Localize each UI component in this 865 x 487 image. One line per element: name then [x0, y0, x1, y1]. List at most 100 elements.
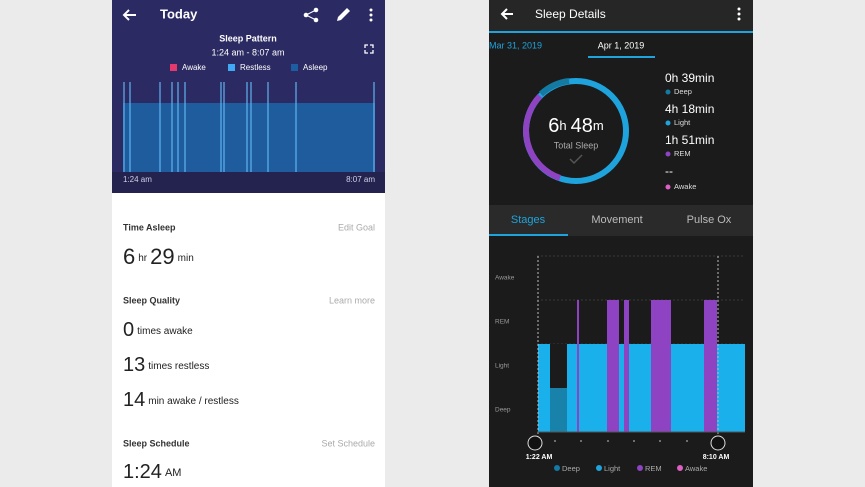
start-time: 1:22 AM [526, 454, 553, 461]
time: 1:24 [123, 461, 162, 483]
stat-dot [665, 151, 671, 157]
stat-label: Awake [674, 182, 696, 191]
date-underline [588, 56, 655, 58]
hours: 6 [123, 244, 135, 269]
stat-dot [665, 184, 671, 190]
stats: 0h 39min Deep 4h 18min Light 1h 51min REM--Aw… [665, 71, 714, 191]
stat-label: REM [674, 149, 691, 158]
unit: hr [138, 253, 148, 264]
check-icon [569, 154, 583, 165]
legend-label: REM [645, 464, 662, 473]
learn-more[interactable]: Learn more [329, 295, 375, 305]
time-asleep: 6 hr 29 min [123, 244, 194, 269]
description: times restless [148, 361, 209, 372]
tab[interactable]: Stages [511, 214, 546, 226]
quality-row: 14 min awake / restless [123, 389, 239, 411]
legend-label: Awake [182, 63, 206, 72]
level-labels: Awake REM Light Deep [495, 275, 515, 414]
stat-value: -- [665, 164, 673, 178]
count: 13 [123, 354, 145, 376]
set-schedule[interactable]: Set Schedule [321, 438, 375, 448]
level-label: Awake [495, 275, 515, 282]
stat-label: Deep [674, 87, 692, 96]
legend-dot [677, 465, 683, 471]
edit-goal[interactable]: Edit Goal [338, 222, 375, 232]
end-time: 8:07 am [346, 175, 375, 184]
legend-swatch [228, 64, 235, 71]
legend-dot [554, 465, 560, 471]
stat-value: 0h 39min [665, 71, 714, 85]
level-label: Deep [495, 407, 511, 414]
tab[interactable]: Pulse Ox [687, 214, 732, 226]
tabs-bar [489, 205, 753, 236]
alarm-icon [710, 435, 726, 451]
stat-dot [665, 120, 671, 126]
level-label: Light [495, 363, 509, 370]
legend-swatch [291, 64, 298, 71]
total-label: Total Sleep [554, 140, 599, 150]
stat-label: Light [674, 118, 691, 127]
stat-dot [665, 89, 671, 95]
start-time: 1:24 am [123, 175, 152, 184]
stage-blocks [538, 300, 745, 432]
axis-strip [112, 172, 385, 193]
back-icon[interactable] [122, 9, 136, 21]
legend-label: Deep [562, 464, 580, 473]
legend-label: Restless [240, 63, 271, 72]
back-icon[interactable] [500, 8, 513, 20]
quality-row: 13 times restless [123, 354, 209, 376]
title: Today [160, 6, 198, 21]
date-tab[interactable]: Mar 31, 2019 [489, 40, 542, 50]
legend-label: Asleep [303, 63, 328, 72]
legend-swatch [170, 64, 177, 71]
unit: h [559, 118, 566, 133]
level-label: REM [495, 319, 509, 326]
asleep-block [123, 103, 375, 172]
edit-icon[interactable] [337, 8, 350, 21]
quality-rows: 0 times awake 13 times restless 14 min awake … [123, 319, 239, 411]
schedule-time: 1:24 AM [123, 461, 181, 483]
ring-deep [538, 78, 570, 97]
tab[interactable]: Movement [591, 214, 642, 226]
ampm: AM [165, 467, 182, 479]
date-tab[interactable]: Apr 1, 2019 [598, 40, 645, 50]
time-range: 1:24 am - 8:07 am [211, 47, 284, 57]
section-title: Sleep Quality [123, 295, 180, 305]
description: times awake [137, 326, 193, 337]
count: 0 [123, 319, 134, 341]
more-icon[interactable] [737, 7, 741, 21]
sleep-icon [527, 435, 543, 451]
legend-label: Awake [685, 464, 707, 473]
axis-dots [554, 440, 688, 442]
total-sleep: 6h 48m [548, 115, 603, 137]
chart-title: Sleep Pattern [219, 33, 277, 43]
legend-dot [637, 465, 643, 471]
share-icon[interactable] [303, 7, 319, 23]
legend-dot [596, 465, 602, 471]
hours: 6 [548, 115, 559, 137]
minutes: 48 [571, 115, 593, 137]
tab-underline [489, 234, 568, 236]
restless-lines [123, 82, 375, 172]
unit: min [178, 253, 194, 264]
section-title: Time Asleep [123, 222, 176, 232]
description: min awake / restless [148, 396, 239, 407]
end-time: 8:10 AM [703, 454, 730, 461]
stat-value: 1h 51min [665, 133, 714, 147]
garmin-topbar [489, 0, 753, 31]
tabs: Stages Movement Pulse Ox [511, 214, 732, 226]
legend-label: Light [604, 464, 621, 473]
divider [489, 31, 753, 33]
section-title: Sleep Schedule [123, 438, 190, 448]
ring-rem [523, 93, 562, 181]
legend: Deep Light REM Awake [554, 464, 707, 473]
unit: m [593, 118, 604, 133]
minutes: 29 [150, 244, 174, 269]
expand-icon[interactable] [364, 44, 374, 54]
stat-value: 4h 18min [665, 102, 714, 116]
title: Sleep Details [535, 7, 606, 21]
count: 14 [123, 389, 145, 411]
more-icon[interactable] [369, 8, 373, 22]
